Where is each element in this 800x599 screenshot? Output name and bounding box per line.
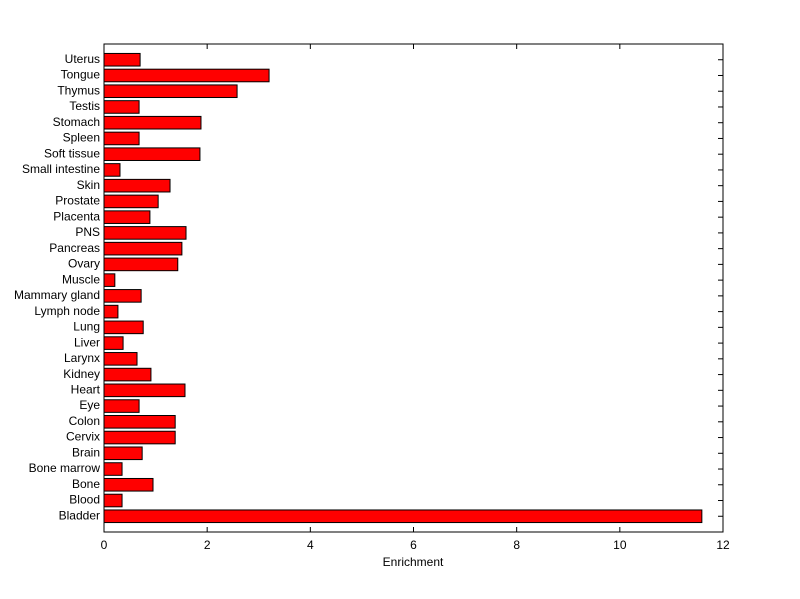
y-tick-label: Larynx — [64, 351, 100, 365]
y-tick-label: Pancreas — [49, 241, 100, 255]
y-tick-label: Lung — [73, 320, 100, 334]
bar — [103, 226, 187, 240]
bar — [103, 509, 703, 524]
x-axis-label: Enrichment — [383, 555, 444, 569]
y-tick-label: Bone — [72, 477, 100, 491]
bar — [103, 210, 151, 224]
bar — [103, 399, 140, 413]
bar — [103, 194, 159, 209]
bar — [103, 289, 142, 303]
y-tick-label: Prostate — [55, 194, 100, 208]
y-tick-label: Mammary gland — [14, 288, 100, 302]
y-tick-label: Brain — [72, 445, 100, 459]
bar — [103, 131, 140, 146]
y-tick-label: Colon — [69, 414, 100, 428]
bar — [103, 147, 201, 161]
x-tick-label: 2 — [204, 538, 211, 552]
bar — [103, 477, 154, 492]
x-tick-label: 10 — [613, 538, 627, 552]
bar — [103, 163, 121, 177]
bar — [103, 100, 140, 114]
x-tick-label: 0 — [101, 538, 108, 552]
bar — [103, 115, 202, 130]
y-tick-label: Ovary — [68, 257, 100, 271]
bar — [103, 383, 186, 398]
bar — [103, 367, 152, 382]
bar — [103, 352, 138, 366]
y-tick-label: Placenta — [53, 209, 100, 223]
y-tick-label: Tongue — [61, 68, 101, 82]
y-tick-label: Cervix — [66, 430, 100, 444]
y-tick-label: Spleen — [63, 131, 100, 145]
bar — [103, 241, 183, 256]
y-tick-label: Thymus — [57, 83, 100, 97]
bar — [103, 446, 143, 461]
bar — [103, 415, 176, 429]
bar — [103, 178, 171, 193]
y-tick-label: Bladder — [59, 508, 100, 522]
bar — [103, 68, 270, 83]
bar — [103, 52, 141, 67]
y-tick-label: Testis — [69, 99, 100, 113]
y-tick-label: Kidney — [63, 367, 100, 381]
y-tick-label: Blood — [69, 493, 100, 507]
bar — [103, 336, 124, 350]
bar — [103, 304, 119, 319]
x-tick-label: 12 — [716, 538, 730, 552]
bar — [103, 84, 238, 99]
x-tick-label: 6 — [410, 538, 417, 552]
bar — [103, 430, 176, 445]
y-tick-label: Lymph node — [34, 304, 100, 318]
plot-frame — [103, 43, 724, 533]
y-tick-label: Uterus — [65, 52, 100, 66]
y-tick-label: Skin — [77, 178, 100, 192]
y-tick-label: Stomach — [53, 115, 100, 129]
y-tick-label: Soft tissue — [44, 146, 100, 160]
bar — [103, 320, 144, 335]
bar — [103, 273, 116, 287]
bar — [103, 462, 123, 476]
y-tick-label: Muscle — [62, 272, 100, 286]
bar — [103, 257, 179, 272]
y-tick-label: PNS — [75, 225, 100, 239]
y-tick-label: Bone marrow — [29, 461, 101, 475]
x-tick-label: 4 — [307, 538, 314, 552]
y-tick-label: Small intestine — [22, 162, 100, 176]
y-tick-label: Liver — [74, 335, 100, 349]
y-tick-label: Heart — [71, 382, 101, 396]
x-tick-label: 8 — [513, 538, 520, 552]
y-tick-label: Eye — [79, 398, 100, 412]
bar — [103, 493, 123, 508]
